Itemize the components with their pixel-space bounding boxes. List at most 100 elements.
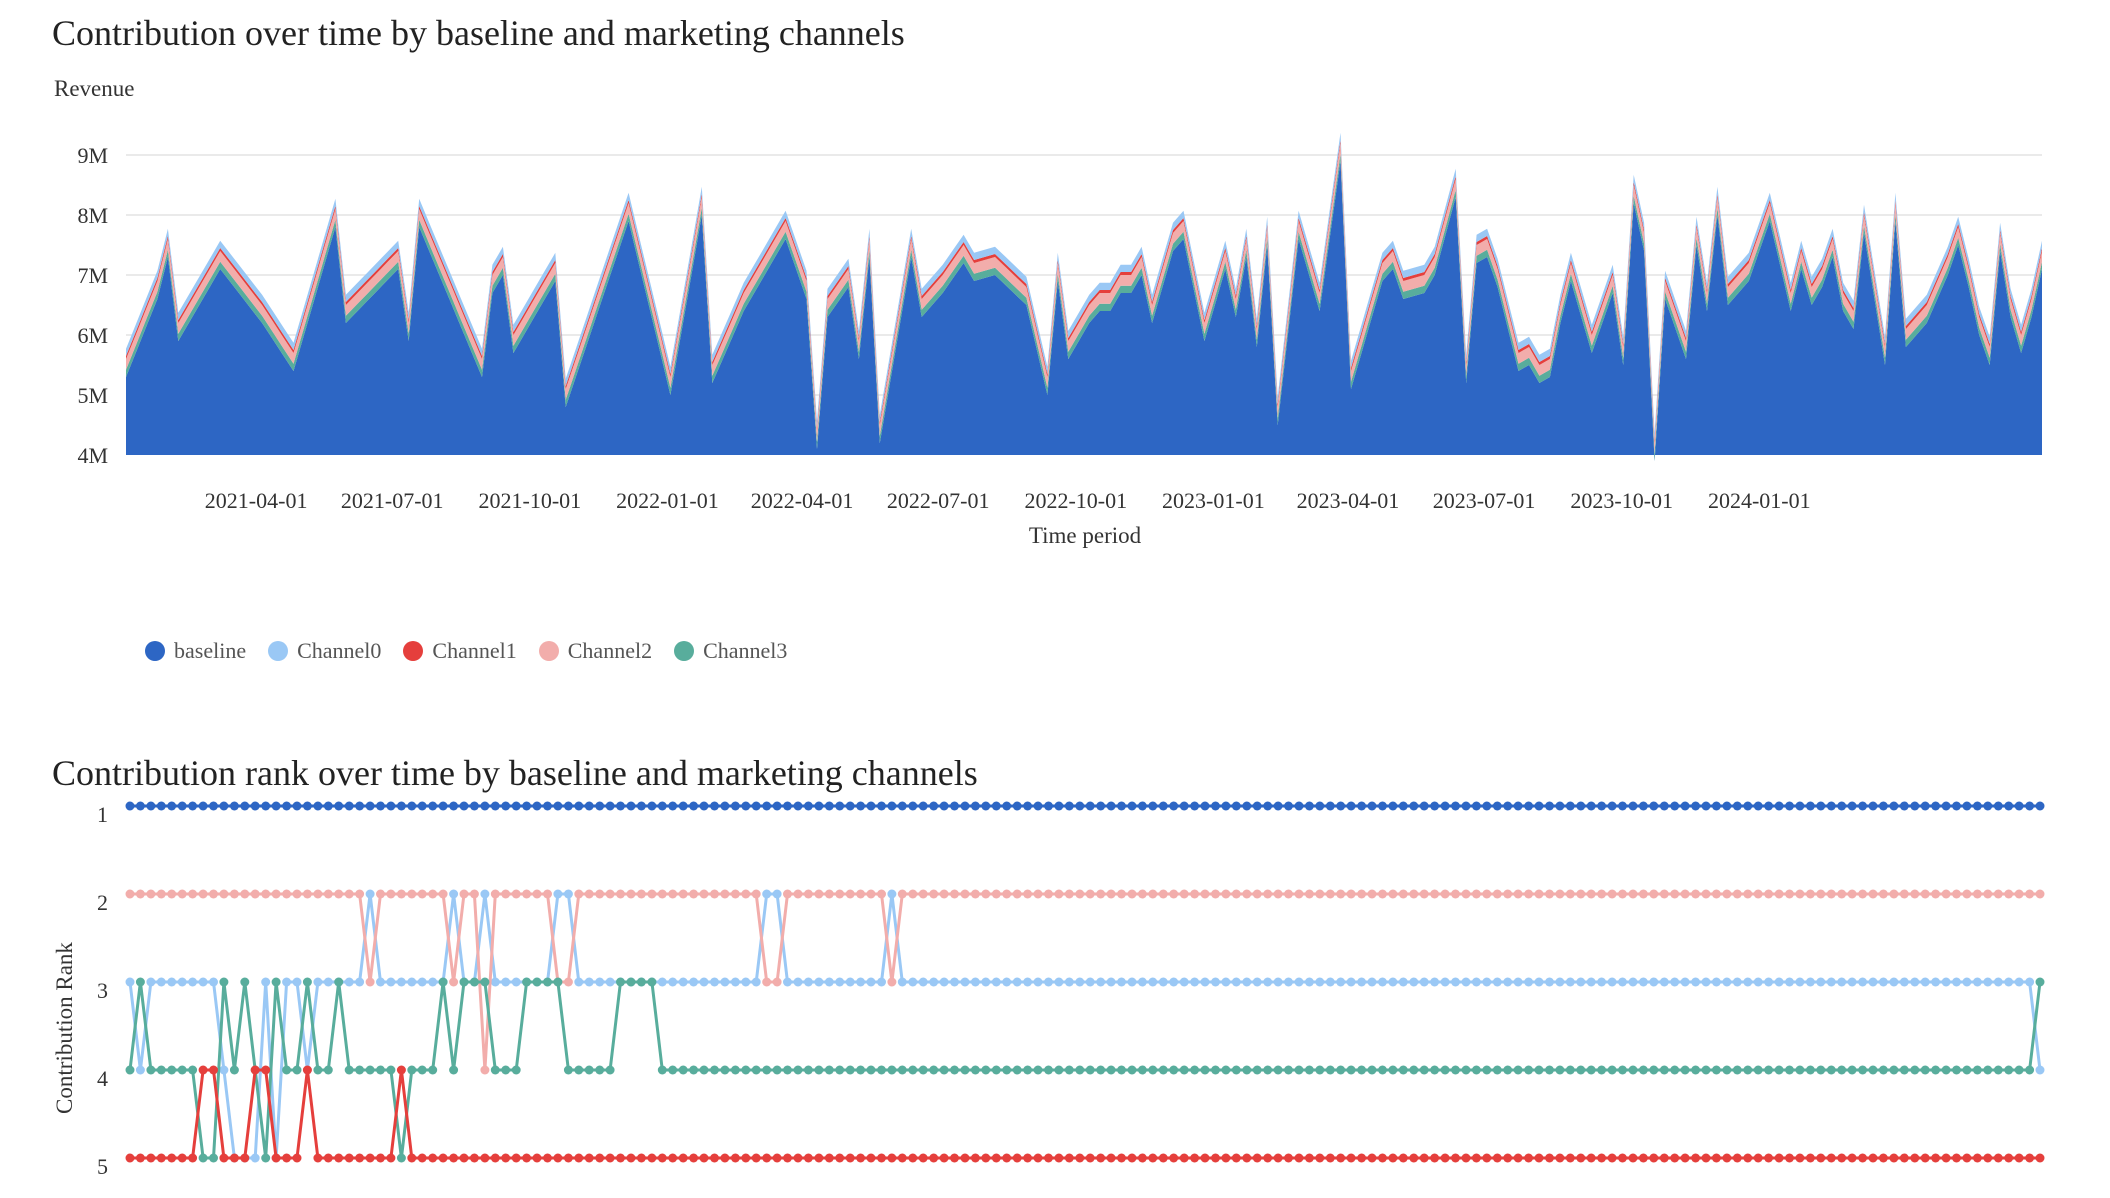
rank-point [1586,977,1596,987]
rank-point [1451,801,1460,811]
rank-point [271,1153,281,1163]
legend-item-channel1[interactable]: Channel1 [403,638,517,664]
rank-point [1607,801,1617,811]
rank-point [1409,889,1419,899]
area-x-tick-label: 2023-10-01 [1570,488,1673,513]
legend-marker [145,641,165,661]
rank-point [918,1065,928,1075]
rank-series-channel0[interactable] [125,889,2045,1163]
rank-point [1419,977,1429,987]
rank-point [710,977,719,987]
rank-point [135,889,145,899]
rank-point [1346,801,1356,811]
rank-point [1952,889,1961,899]
rank-point [1023,1065,1033,1075]
rank-point [1263,977,1273,987]
rank-point [1137,889,1147,899]
rank-point [689,801,699,811]
rank-point [313,801,323,811]
rank-point [543,801,552,811]
rank-point [1962,801,1972,811]
rank-point [1503,1153,1513,1163]
rank-point [1085,1065,1095,1075]
rank-series-channel3[interactable] [125,977,2045,1163]
rank-point [689,977,699,987]
rank-point [355,1153,365,1163]
rank-point [1054,801,1064,811]
rank-point [438,801,448,811]
rank-point [407,1065,417,1075]
rank-point [1732,977,1742,987]
legend-item-baseline[interactable]: baseline [145,638,246,664]
rank-point [1534,1153,1544,1163]
area-chart-series[interactable] [126,132,2042,462]
rank-point [678,1153,688,1163]
rank-chart-series[interactable] [125,801,2045,1163]
rank-point [960,801,970,811]
rank-point [1231,977,1241,987]
rank-point [1534,977,1544,987]
rank-point [1346,1153,1356,1163]
rank-point [198,977,208,987]
rank-point [1691,1153,1701,1163]
rank-point [699,1153,709,1163]
rank-series-baseline[interactable] [125,801,2045,811]
rank-point [1837,1065,1847,1075]
rank-point [699,801,709,811]
rank-point [1722,977,1732,987]
rank-series-channel1[interactable] [125,1065,2045,1163]
rank-point [2004,889,2014,899]
rank-point [177,801,187,811]
legend-item-channel2[interactable]: Channel2 [538,638,652,664]
rank-point [720,801,730,811]
rank-point [1075,977,1085,987]
rank-point [459,977,469,987]
rank-point [1931,889,1941,899]
rank-point [803,977,813,987]
rank-point [699,889,709,899]
rank-point [699,1065,709,1075]
rank-point [417,977,427,987]
rank-chart-y-axis-label: Contribution Rank [52,942,77,1114]
rank-point [1273,977,1283,987]
rank-point [1628,1153,1638,1163]
rank-point [929,1065,939,1075]
rank-point [1795,801,1805,811]
rank-point [1868,889,1878,899]
rank-point [1398,889,1408,899]
rank-point [469,801,479,811]
rank-point [1889,977,1899,987]
legend-item-channel3[interactable]: Channel3 [674,638,787,664]
legend-item-channel0[interactable]: Channel0 [268,638,381,664]
rank-point [365,801,375,811]
rank-point [1941,1065,1951,1075]
area-series-baseline[interactable] [126,161,2042,461]
rank-point [605,1153,615,1163]
rank-point [866,801,876,811]
rank-point [334,1153,344,1163]
rank-series-channel2[interactable] [125,889,2045,1075]
rank-point [428,977,438,987]
rank-point [1284,889,1293,899]
rank-point [1847,889,1857,899]
rank-point [584,889,594,899]
rank-point [1471,801,1481,811]
rank-point [689,1065,699,1075]
rank-point [1670,889,1680,899]
rank-point [1993,801,2003,811]
rank-point [908,1153,918,1163]
rank-point [1315,1153,1325,1163]
rank-point [1607,1065,1617,1075]
rank-point [282,977,292,987]
rank-point [1409,977,1419,987]
rank-point [1858,801,1868,811]
rank-point [877,889,886,899]
rank-point [177,1153,187,1163]
rank-point [1691,1065,1701,1075]
rank-point [1722,801,1732,811]
rank-point [1920,977,1930,987]
rank-line [128,892,2042,1160]
rank-point [1972,801,1982,811]
rank-point [1555,889,1565,899]
rank-point [1169,977,1179,987]
